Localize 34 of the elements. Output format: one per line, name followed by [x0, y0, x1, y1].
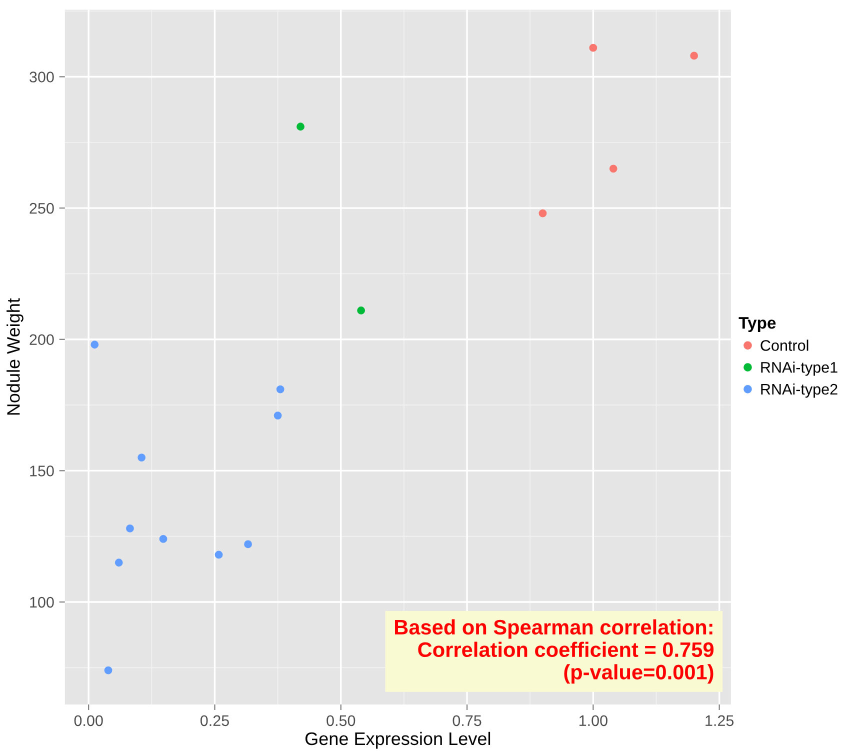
- point: [296, 122, 304, 131]
- point: [138, 454, 146, 462]
- y-tick-label: 300: [30, 72, 54, 82]
- legend-label: RNAi-type2: [761, 383, 838, 398]
- point: [104, 666, 112, 674]
- x-tick-label: 0.75: [452, 715, 482, 726]
- annotation: Based on Spearman correlation: Correlation coefficient = 0.759 (p-value=0.001): [394, 619, 714, 684]
- point: [214, 550, 223, 559]
- point: [90, 340, 99, 349]
- y-tick-label: 150: [30, 466, 54, 476]
- point: [114, 558, 123, 567]
- x-axis-title: Gene Expression Level: [305, 732, 490, 749]
- x-tick-label: 1.25: [706, 715, 734, 726]
- point: [690, 52, 698, 60]
- point: [538, 209, 547, 218]
- point: [276, 385, 284, 394]
- point: [609, 164, 618, 173]
- point: [357, 306, 366, 314]
- y-tick-label: 100: [30, 596, 54, 608]
- x-tick-label: 0.00: [74, 715, 103, 726]
- point: [159, 535, 168, 543]
- y-axis-title: Nodule Weight: [6, 298, 24, 415]
- x-tick-label: 0.50: [326, 715, 356, 726]
- y-tick-label: 200: [30, 334, 54, 346]
- point: [274, 412, 282, 420]
- x-tick-label: 0.25: [200, 715, 229, 726]
- legend-label: RNAi-type1: [761, 362, 838, 376]
- x-tick-label: 1.00: [579, 715, 608, 726]
- legend-title: Type: [738, 317, 776, 332]
- legend-label: Control: [760, 340, 808, 351]
- y-tick-label: 250: [30, 202, 54, 214]
- point: [589, 44, 598, 52]
- point: [126, 524, 134, 532]
- point: [244, 540, 252, 548]
